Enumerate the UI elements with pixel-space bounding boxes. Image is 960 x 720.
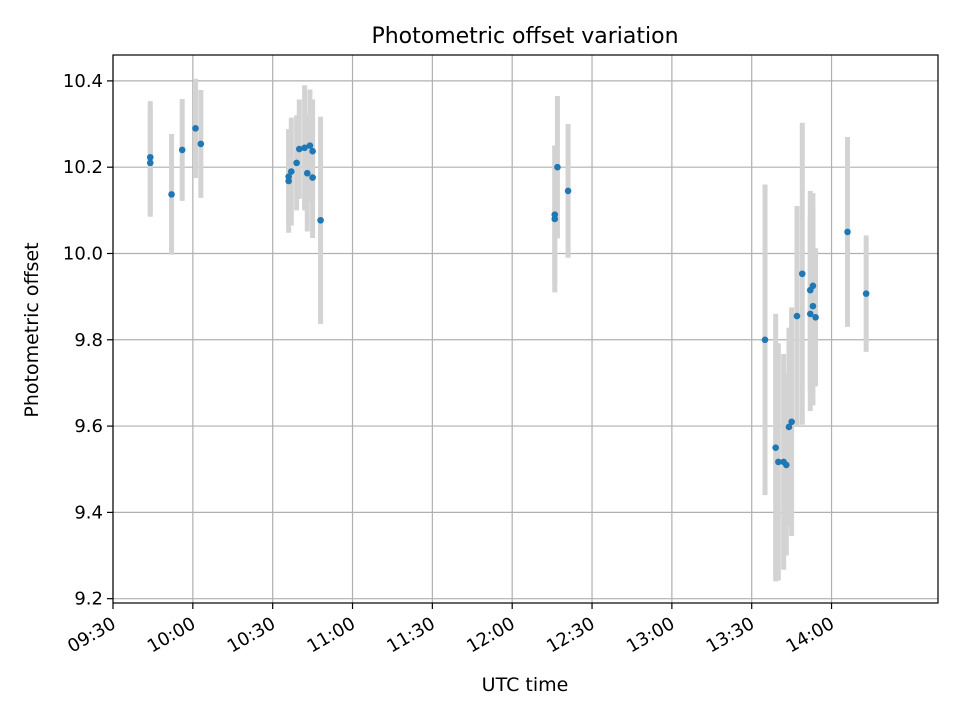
y-tick-label: 9.6 — [74, 416, 103, 437]
data-point — [309, 174, 316, 181]
y-tick-label: 9.8 — [74, 330, 103, 351]
y-tick-label: 9.4 — [74, 502, 103, 523]
data-point — [812, 314, 819, 321]
data-point — [146, 153, 154, 161]
data-point — [564, 187, 572, 195]
data-point — [785, 423, 793, 431]
data-point — [798, 270, 806, 278]
data-point — [309, 147, 316, 155]
data-point — [809, 282, 817, 290]
data-point — [783, 461, 790, 469]
y-tick-label: 10.4 — [63, 71, 103, 92]
data-points — [146, 125, 870, 469]
y-axis: 9.2 9.4 9.6 9.8 10.0 10.2 10.4 — [63, 71, 113, 610]
data-point — [293, 159, 300, 167]
data-point — [303, 169, 311, 177]
y-tick-label: 10.2 — [63, 157, 103, 178]
data-point — [146, 159, 154, 167]
x-axis-label: UTC time — [482, 674, 569, 696]
chart-title: Photometric offset variation — [371, 24, 678, 49]
data-point — [554, 163, 561, 171]
data-point — [317, 216, 324, 224]
data-point — [772, 444, 779, 451]
data-point — [178, 146, 186, 154]
data-point — [197, 140, 205, 148]
y-axis-label: Photometric offset — [21, 242, 43, 417]
data-point — [306, 142, 314, 149]
plot-frame — [112, 54, 939, 604]
data-point — [285, 173, 292, 180]
data-point — [788, 418, 795, 426]
data-point — [809, 302, 817, 310]
y-tick-label: 9.2 — [74, 589, 103, 610]
data-point — [775, 458, 782, 466]
y-tick-label: 10.0 — [63, 243, 103, 264]
data-point — [288, 168, 295, 175]
data-point — [301, 144, 308, 152]
data-point — [551, 211, 559, 218]
data-point — [295, 145, 303, 153]
data-point — [806, 310, 814, 318]
data-point — [862, 290, 870, 297]
data-point — [192, 125, 199, 132]
data-point — [761, 336, 769, 344]
data-point — [168, 191, 175, 198]
data-point — [844, 228, 851, 236]
data-point — [793, 312, 801, 320]
grid — [112, 55, 938, 603]
